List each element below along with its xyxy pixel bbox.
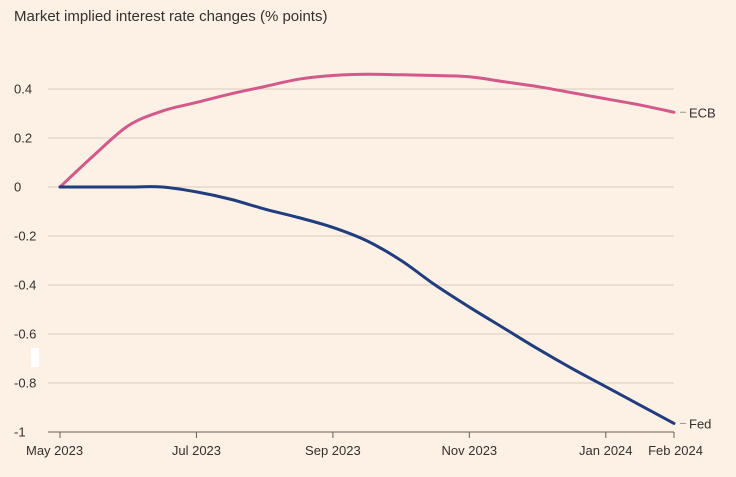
grid-lines: [48, 88, 674, 384]
series-label-ecb: ECB: [689, 105, 716, 120]
x-tick-label: Feb 2024: [648, 443, 703, 458]
y-tick-label: -1: [14, 425, 26, 440]
series-line-fed: [58, 185, 676, 425]
x-tick-label: May 2023: [26, 443, 83, 458]
chart-title: Market implied interest rate changes (% …: [14, 8, 328, 25]
y-tick-label: -0.4: [14, 278, 36, 293]
x-tick-label: Jan 2024: [579, 443, 633, 458]
y-tick-label: -0.8: [14, 376, 36, 391]
x-tick-label: Nov 2023: [442, 443, 498, 458]
series-labels: ECB Fed: [680, 105, 716, 431]
x-tick-label: Sep 2023: [305, 443, 361, 458]
x-axis: May 2023 Jul 2023 Sep 2023 Nov 2023 Jan 2024…: [26, 431, 703, 458]
y-tick-label: -0.2: [14, 229, 36, 244]
series-label-fed: Fed: [689, 416, 711, 431]
white-artifact: [31, 348, 39, 367]
y-axis: 0.4 0.2 0 -0.2 -0.4 -0.6 -0.8 -1: [14, 82, 36, 440]
x-tick-label: Jul 2023: [172, 443, 221, 458]
series-line-ecb: [58, 72, 676, 189]
y-tick-label: 0.4: [14, 82, 32, 97]
y-tick-label: 0: [14, 180, 21, 195]
y-tick-label: 0.2: [14, 131, 32, 146]
y-tick-label: -0.6: [14, 327, 36, 342]
series-lines: [58, 72, 676, 425]
